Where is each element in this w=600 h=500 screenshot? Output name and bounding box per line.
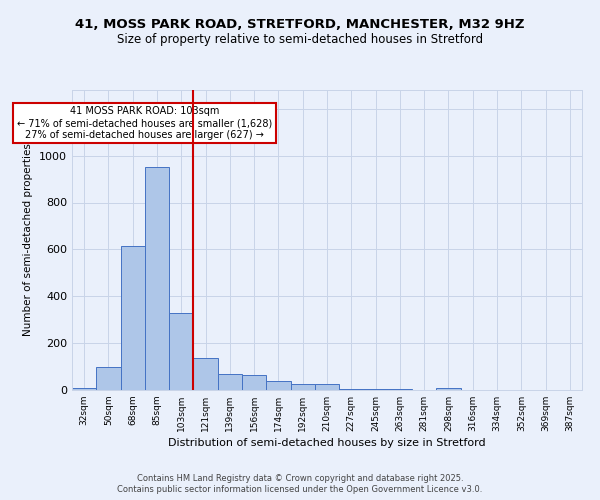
Bar xyxy=(121,246,145,390)
Bar xyxy=(266,381,290,390)
Bar xyxy=(315,384,339,390)
Bar xyxy=(169,312,193,390)
Text: 41 MOSS PARK ROAD: 103sqm
← 71% of semi-detached houses are smaller (1,628)
27% : 41 MOSS PARK ROAD: 103sqm ← 71% of semi-… xyxy=(17,106,272,140)
Bar xyxy=(290,384,315,390)
Bar xyxy=(339,389,364,390)
X-axis label: Distribution of semi-detached houses by size in Stretford: Distribution of semi-detached houses by … xyxy=(168,438,486,448)
Bar xyxy=(72,388,96,390)
Bar xyxy=(242,375,266,390)
Bar xyxy=(436,388,461,390)
Text: 41, MOSS PARK ROAD, STRETFORD, MANCHESTER, M32 9HZ: 41, MOSS PARK ROAD, STRETFORD, MANCHESTE… xyxy=(75,18,525,30)
Bar xyxy=(388,389,412,390)
Bar xyxy=(145,168,169,390)
Text: Contains HM Land Registry data © Crown copyright and database right 2025.
Contai: Contains HM Land Registry data © Crown c… xyxy=(118,474,482,494)
Bar xyxy=(96,366,121,390)
Text: Size of property relative to semi-detached houses in Stretford: Size of property relative to semi-detach… xyxy=(117,32,483,46)
Bar xyxy=(193,358,218,390)
Bar xyxy=(218,374,242,390)
Y-axis label: Number of semi-detached properties: Number of semi-detached properties xyxy=(23,144,34,336)
Bar xyxy=(364,389,388,390)
